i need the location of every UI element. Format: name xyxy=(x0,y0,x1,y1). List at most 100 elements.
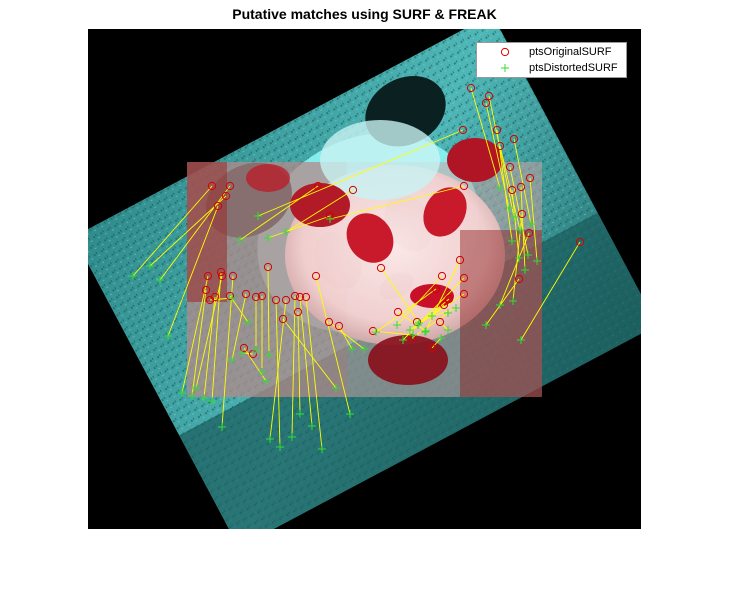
match-line xyxy=(203,296,216,399)
match-line xyxy=(305,296,323,450)
match-line xyxy=(285,189,354,233)
original-point-marker xyxy=(427,343,437,353)
match-line xyxy=(338,325,353,350)
original-point-marker xyxy=(514,274,524,284)
match-line xyxy=(485,278,520,326)
match-line xyxy=(431,337,442,349)
match-line xyxy=(191,289,207,397)
original-point-marker xyxy=(257,291,267,301)
match-line xyxy=(229,295,249,323)
distorted-point-marker xyxy=(218,423,226,431)
distorted-point-marker xyxy=(200,394,208,402)
match-line xyxy=(509,166,529,256)
match-line xyxy=(328,321,365,350)
original-point-marker xyxy=(203,271,213,281)
original-point-marker xyxy=(213,201,223,211)
match-line xyxy=(181,275,209,394)
distorted-point-marker xyxy=(399,336,407,344)
distorted-point-marker xyxy=(496,184,504,192)
original-point-marker xyxy=(524,228,534,238)
distorted-point-marker xyxy=(409,331,417,339)
original-point-marker xyxy=(516,182,526,192)
match-line xyxy=(132,185,213,277)
legend-entry-original: ptsOriginalSURF xyxy=(477,45,626,61)
original-point-marker xyxy=(313,181,323,191)
distorted-point-marker xyxy=(533,257,541,265)
match-line xyxy=(499,145,521,231)
original-point-marker xyxy=(271,295,281,305)
distorted-point-marker xyxy=(282,228,290,236)
original-point-marker xyxy=(239,343,249,353)
distorted-point-marker xyxy=(188,392,196,400)
original-point-marker xyxy=(324,317,334,327)
distorted-point-marker xyxy=(414,321,422,329)
original-point-marker xyxy=(311,271,321,281)
match-line xyxy=(424,259,461,333)
distorted-point-marker xyxy=(308,422,316,430)
distorted-point-marker xyxy=(509,297,517,305)
match-line xyxy=(211,271,222,402)
match-line xyxy=(513,138,532,225)
original-point-marker xyxy=(459,181,469,191)
figure-title: Putative matches using SURF & FREAK xyxy=(232,6,497,22)
distorted-point-marker xyxy=(521,266,529,274)
match-line xyxy=(417,298,450,326)
match-line xyxy=(267,266,270,356)
original-point-marker xyxy=(290,291,300,301)
match-line xyxy=(411,312,449,339)
legend-entry-distorted: ptsDistortedSURF xyxy=(477,61,626,77)
original-point-marker xyxy=(484,91,494,101)
original-point-marker xyxy=(466,83,476,93)
distorted-point-marker xyxy=(164,332,172,340)
original-point-marker xyxy=(241,289,251,299)
original-point-marker xyxy=(407,333,417,343)
original-point-marker xyxy=(368,326,378,336)
original-point-marker xyxy=(444,294,454,304)
original-point-marker xyxy=(348,185,358,195)
distorted-point-marker xyxy=(228,294,236,302)
distorted-point-marker xyxy=(208,397,216,405)
match-line xyxy=(167,205,219,337)
original-point-marker xyxy=(278,314,288,324)
distorted-point-marker xyxy=(266,435,274,443)
distorted-point-marker xyxy=(444,309,452,317)
original-point-marker xyxy=(412,317,422,327)
distorted-point-marker xyxy=(421,328,429,336)
original-point-marker xyxy=(431,284,441,294)
distorted-point-marker xyxy=(517,336,525,344)
distorted-point-marker xyxy=(318,445,326,453)
original-point-marker xyxy=(376,263,386,273)
original-point-marker xyxy=(458,125,468,135)
distorted-point-marker xyxy=(346,410,354,418)
match-line xyxy=(257,129,464,217)
distorted-point-marker xyxy=(296,410,304,418)
distorted-point-marker xyxy=(415,319,423,327)
distorted-point-marker xyxy=(276,443,284,451)
original-point-marker xyxy=(281,295,291,305)
original-point-marker xyxy=(293,307,303,317)
distorted-point-marker xyxy=(524,251,532,259)
match-line xyxy=(239,185,319,241)
distorted-point-marker xyxy=(515,254,523,262)
plus-marker-icon xyxy=(501,64,509,72)
distorted-point-marker xyxy=(527,220,535,228)
original-point-marker xyxy=(251,292,261,302)
match-line xyxy=(159,185,231,281)
distorted-point-marker xyxy=(288,433,296,441)
distorted-point-marker xyxy=(393,321,401,329)
distorted-point-marker xyxy=(129,272,137,280)
original-point-marker xyxy=(517,209,527,219)
original-point-marker xyxy=(437,271,447,281)
legend-label-original: ptsOriginalSURF xyxy=(529,46,612,58)
distorted-point-marker xyxy=(264,234,272,242)
distorted-point-marker xyxy=(348,345,356,353)
original-point-marker xyxy=(263,262,273,272)
original-point-marker xyxy=(221,191,231,201)
distorted-point-marker xyxy=(437,334,445,342)
original-point-marker xyxy=(334,321,344,331)
match-line xyxy=(267,215,331,239)
original-point-marker xyxy=(435,317,445,327)
original-point-marker xyxy=(205,295,215,305)
distorted-point-marker xyxy=(192,384,200,392)
original-point-marker xyxy=(225,291,235,301)
